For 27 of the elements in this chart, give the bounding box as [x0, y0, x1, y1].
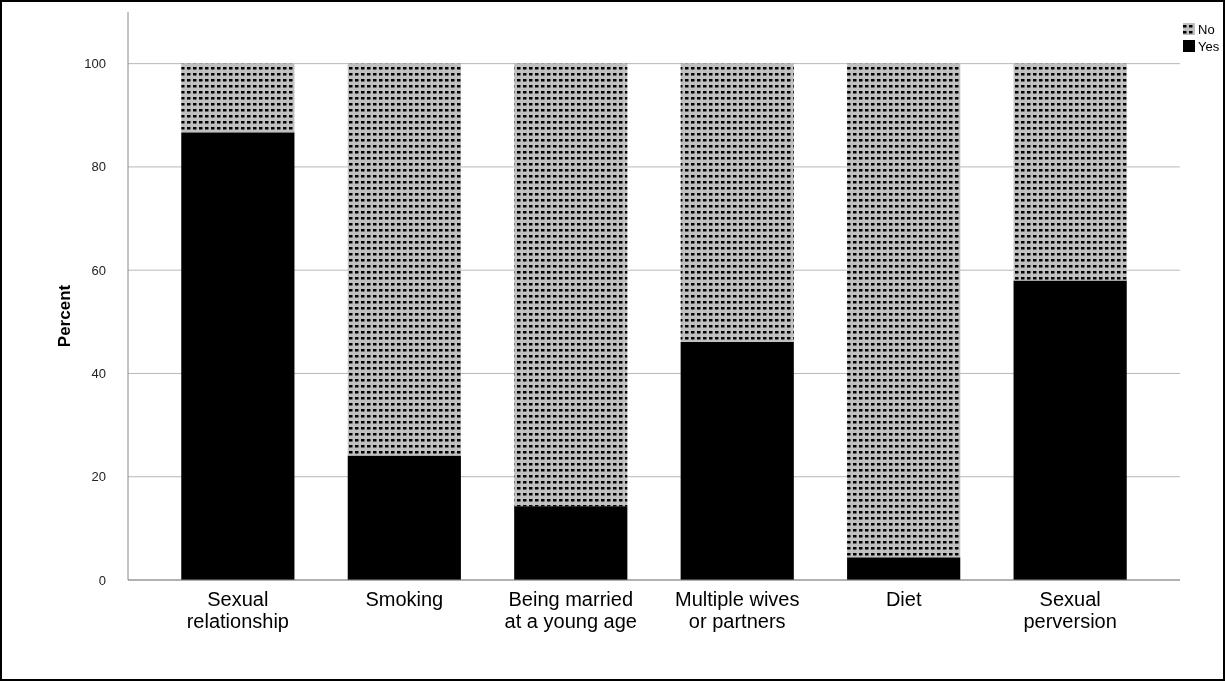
y-tick-label: 20: [91, 469, 106, 485]
legend-label: No: [1198, 22, 1215, 37]
bar: [1013, 280, 1127, 580]
y-axis-title: Percent: [55, 284, 74, 348]
x-tick-label: Multiple wives or partners: [674, 588, 800, 632]
x-tick-label: Sexual perversion: [1023, 588, 1117, 632]
bar: [514, 63, 628, 507]
bar: [347, 455, 461, 580]
bar: [847, 63, 961, 558]
y-tick-label: 80: [91, 159, 106, 175]
x-tick-label: Sexual relationship: [186, 588, 290, 632]
bar: [680, 341, 794, 580]
x-tick-label: Smoking: [365, 588, 444, 610]
bar: [181, 132, 295, 580]
bar: [847, 557, 961, 580]
bar: [680, 63, 794, 342]
y-tick-label: 40: [91, 366, 106, 381]
y-tick-label: 100: [84, 56, 106, 72]
legend-label: Yes: [1198, 39, 1220, 54]
bar: [514, 506, 628, 580]
y-tick-label: 60: [91, 262, 106, 278]
y-tick-label: 0: [98, 572, 106, 588]
bar: [1013, 63, 1127, 281]
x-tick-label: Diet: [885, 588, 922, 610]
x-tick-label: Being married at a young age: [504, 588, 637, 632]
bar: [181, 63, 295, 133]
bar: [347, 63, 461, 456]
